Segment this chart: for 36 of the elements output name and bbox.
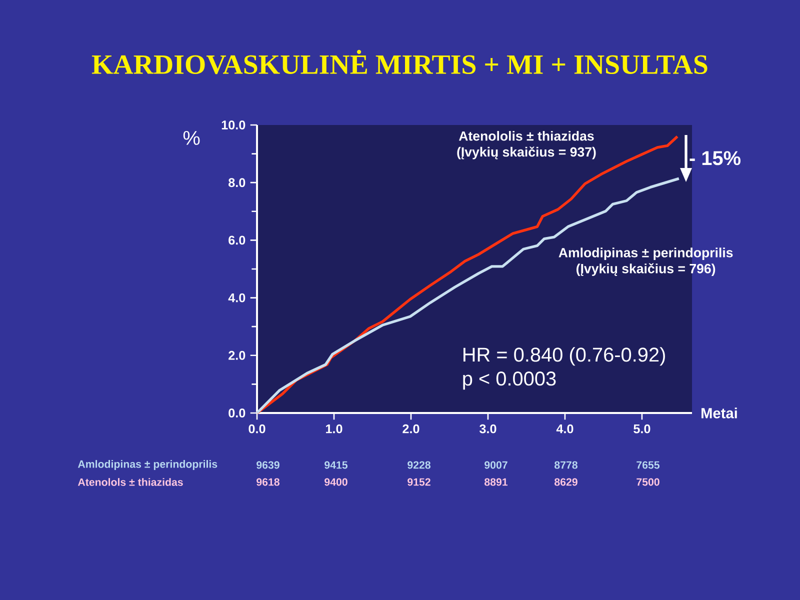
chart-title: KARDIOVASKULINĖ MIRTIS + MI + INSULTAS xyxy=(92,50,708,74)
text: 9618 xyxy=(256,478,280,486)
x-tick-label: 1.0 xyxy=(326,424,342,434)
text: 9415 xyxy=(324,461,348,469)
x-tick-label: 3.0 xyxy=(480,424,496,434)
text: Amlodipinas ± perindoprilis xyxy=(78,460,218,470)
text: 7655 xyxy=(636,461,660,469)
text: Atenolols ± thiazidas xyxy=(78,478,183,486)
x-axis-title: Metai xyxy=(702,408,737,418)
x-tick-label: 2.0 xyxy=(402,424,420,434)
x-tick-label: 5.0 xyxy=(634,424,650,434)
text: 9152 xyxy=(408,478,430,486)
text: Atenololis ± thiazidas xyxy=(458,130,594,141)
y-tick-label: 4.0 xyxy=(228,293,246,302)
y-tick-label: 0.0 xyxy=(228,408,246,418)
text: 7500 xyxy=(636,478,660,486)
y-tick-label: 6.0 xyxy=(228,236,246,245)
text: 8629 xyxy=(554,478,578,486)
text: 9639 xyxy=(256,461,280,469)
annotation: p < 0.0003 xyxy=(463,372,556,390)
series-label: Amlodipinas ± perindoprilis xyxy=(558,248,733,260)
annotation: (Įvykių skaičius = 796) xyxy=(576,263,716,276)
annotation: - 15% xyxy=(690,151,741,166)
text: 9007 xyxy=(484,461,508,469)
text: 9228 xyxy=(408,461,430,469)
y-axis-title: % xyxy=(183,131,200,145)
text: 9400 xyxy=(324,478,348,486)
y-tick-label: 2.0 xyxy=(228,350,246,360)
y-tick-label: 8.0 xyxy=(228,178,246,188)
annotation: HR = 0.840 (0.76-0.92) xyxy=(464,347,665,366)
y-tick-label: 10.0 xyxy=(222,120,246,130)
x-tick-label: 4.0 xyxy=(556,424,574,434)
annotation: (Įvykių skaičius = 937) xyxy=(457,146,596,160)
x-tick-label: 0.0 xyxy=(248,424,266,434)
text: 8778 xyxy=(554,461,578,469)
text: 8891 xyxy=(484,478,508,486)
